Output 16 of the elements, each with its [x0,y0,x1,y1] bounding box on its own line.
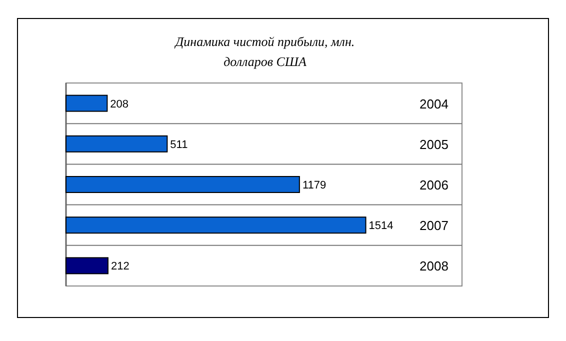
bar [66,94,108,112]
bar [66,176,300,193]
data-label: 212 [110,260,130,273]
y-tick-label: 2008 [420,258,448,274]
bar [66,257,108,274]
y-tick-label: 2007 [420,218,448,234]
chart-title: Динамика чистой прибыли, млн. долларов США [173,34,355,69]
data-label: 1514 [368,220,394,232]
bar [66,216,366,234]
bar [66,135,168,152]
data-label: 511 [170,138,188,151]
y-tick-label: 2004 [420,96,448,112]
data-label: 1179 [302,180,326,192]
y-tick-label: 2006 [420,178,448,192]
y-tick-label: 2005 [420,136,448,152]
data-label: 208 [110,98,129,110]
